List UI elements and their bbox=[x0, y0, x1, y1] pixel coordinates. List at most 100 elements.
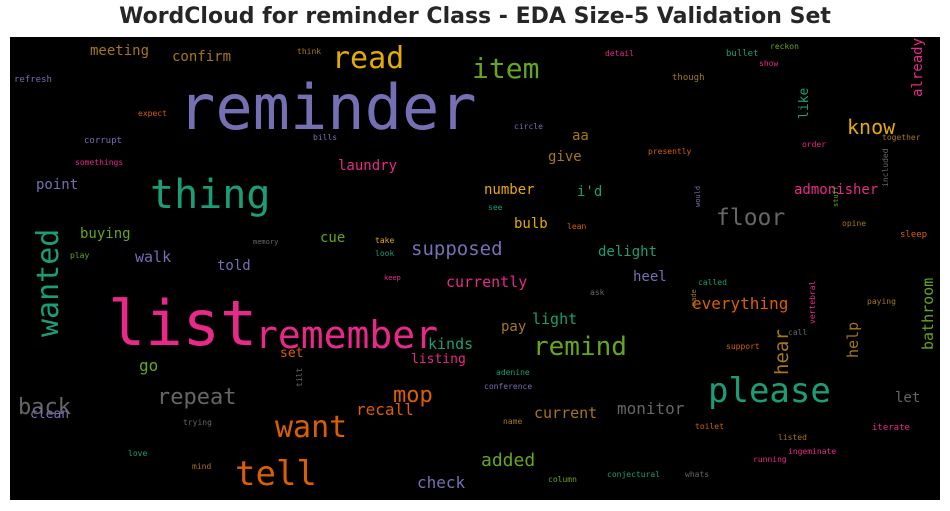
word-recall: recall bbox=[356, 400, 414, 419]
word-read: read bbox=[332, 41, 404, 76]
word-set: set bbox=[280, 346, 303, 361]
word-item: item bbox=[472, 52, 539, 85]
word-help: help bbox=[844, 322, 862, 358]
word-circle: circle bbox=[514, 122, 543, 131]
word-paying: paying bbox=[867, 297, 896, 306]
word-refresh: refresh bbox=[14, 75, 52, 85]
word-though: though bbox=[672, 73, 705, 83]
word-made: made bbox=[690, 289, 698, 306]
word-presently: presently bbox=[648, 147, 692, 156]
word-already: already bbox=[910, 38, 926, 97]
word-order: order bbox=[802, 140, 826, 149]
word-know: know bbox=[847, 115, 896, 139]
word-repeat: repeat bbox=[157, 385, 236, 410]
word-ask: ask bbox=[590, 288, 605, 297]
word-call: call bbox=[788, 328, 807, 337]
word-point: point bbox=[36, 177, 78, 193]
word-somethings: somethings bbox=[75, 158, 123, 167]
chart-title: WordCloud for reminder Class - EDA Size-… bbox=[119, 4, 831, 29]
word-delight: delight bbox=[598, 244, 657, 260]
word-column: column bbox=[548, 475, 577, 484]
word-reckon: reckon bbox=[770, 42, 799, 51]
word-included: included bbox=[881, 148, 890, 187]
word-look: look bbox=[375, 249, 394, 258]
word-show: show bbox=[759, 59, 778, 68]
word-cloud: reminder list remember thing please tell want r… bbox=[10, 37, 940, 500]
word-take: take bbox=[375, 236, 394, 245]
word-supposed: supposed bbox=[411, 238, 503, 260]
word-tilt: tilt bbox=[295, 368, 304, 387]
word-sleep: sleep bbox=[900, 230, 927, 240]
word-expect: expect bbox=[138, 109, 167, 118]
word-support: support bbox=[726, 342, 760, 351]
word-clean: clean bbox=[30, 407, 69, 422]
word-called: called bbox=[698, 278, 727, 287]
word-kinds: kinds bbox=[428, 335, 473, 353]
word-aa: aa bbox=[572, 128, 589, 144]
word-toilet: toilet bbox=[695, 422, 724, 431]
word-back: back bbox=[18, 395, 71, 420]
word-told: told bbox=[217, 258, 251, 274]
word-like: like bbox=[797, 88, 812, 119]
word-meeting: meeting bbox=[90, 43, 149, 59]
word-remember: remember bbox=[255, 313, 438, 357]
word-light: light bbox=[532, 310, 577, 328]
word-cue: cue bbox=[320, 230, 345, 246]
word-wanted: wanted bbox=[31, 229, 66, 337]
word-pay: pay bbox=[501, 319, 526, 335]
word-please: please bbox=[708, 371, 831, 411]
word-go: go bbox=[139, 356, 158, 375]
word-see: see bbox=[488, 203, 503, 212]
word-vertebral: vertebral bbox=[808, 280, 817, 324]
word-mind: mind bbox=[192, 462, 211, 471]
word-tell: tell bbox=[235, 454, 317, 494]
word-i-d: i'd bbox=[577, 184, 602, 200]
word-iterate: iterate bbox=[872, 423, 910, 433]
word-corrupt: corrupt bbox=[84, 136, 122, 146]
word-walk: walk bbox=[135, 248, 171, 266]
word-ingeminate: ingeminate bbox=[788, 447, 836, 456]
word-trying: trying bbox=[183, 418, 212, 427]
word-added: added bbox=[481, 450, 535, 471]
word-whats: whats bbox=[685, 470, 709, 479]
word-listed: listed bbox=[778, 433, 807, 442]
word-think: think bbox=[297, 47, 321, 56]
word-list: list bbox=[108, 287, 257, 360]
word-bulb: bulb bbox=[514, 216, 548, 232]
word-laundry: laundry bbox=[338, 158, 397, 174]
word-hear: hear bbox=[771, 329, 793, 375]
word-play: play bbox=[70, 251, 89, 260]
word-cloud-canvas: reminderlistrememberthingpleasetellwantr… bbox=[14, 38, 937, 494]
word-stuff: stuff bbox=[832, 186, 840, 207]
word-thing: thing bbox=[150, 172, 270, 218]
word-mop: mop bbox=[393, 383, 433, 408]
word-lean: lean bbox=[567, 222, 586, 231]
word-bullet: bullet bbox=[726, 49, 759, 59]
word-let: let bbox=[895, 390, 920, 406]
word-current: current bbox=[534, 404, 597, 422]
word-everything: everything bbox=[692, 294, 788, 313]
word-opine: opine bbox=[842, 219, 866, 228]
word-bathroom: bathroom bbox=[919, 278, 937, 350]
word-conjectural: conjectural bbox=[607, 470, 660, 479]
word-keep: keep bbox=[384, 274, 401, 282]
word-love: love bbox=[128, 449, 147, 458]
word-give: give bbox=[548, 149, 582, 165]
word-currently: currently bbox=[446, 273, 527, 291]
word-want: want bbox=[275, 410, 347, 445]
word-number: number bbox=[484, 182, 535, 198]
word-buying: buying bbox=[80, 226, 131, 242]
word-reminder: reminder bbox=[178, 71, 477, 144]
word-adenine: adenine bbox=[496, 368, 530, 377]
word-conference: conference bbox=[484, 382, 532, 391]
word-memory: memory bbox=[253, 238, 278, 246]
word-floor: floor bbox=[716, 205, 785, 231]
word-detail: detail bbox=[605, 49, 634, 58]
word-name: name bbox=[503, 417, 522, 426]
word-check: check bbox=[417, 473, 466, 492]
word-admonisher: admonisher bbox=[794, 182, 878, 198]
word-remind: remind bbox=[533, 332, 627, 362]
word-monitor: monitor bbox=[617, 399, 685, 418]
word-heel: heel bbox=[633, 269, 667, 285]
word-together: together bbox=[882, 133, 921, 142]
